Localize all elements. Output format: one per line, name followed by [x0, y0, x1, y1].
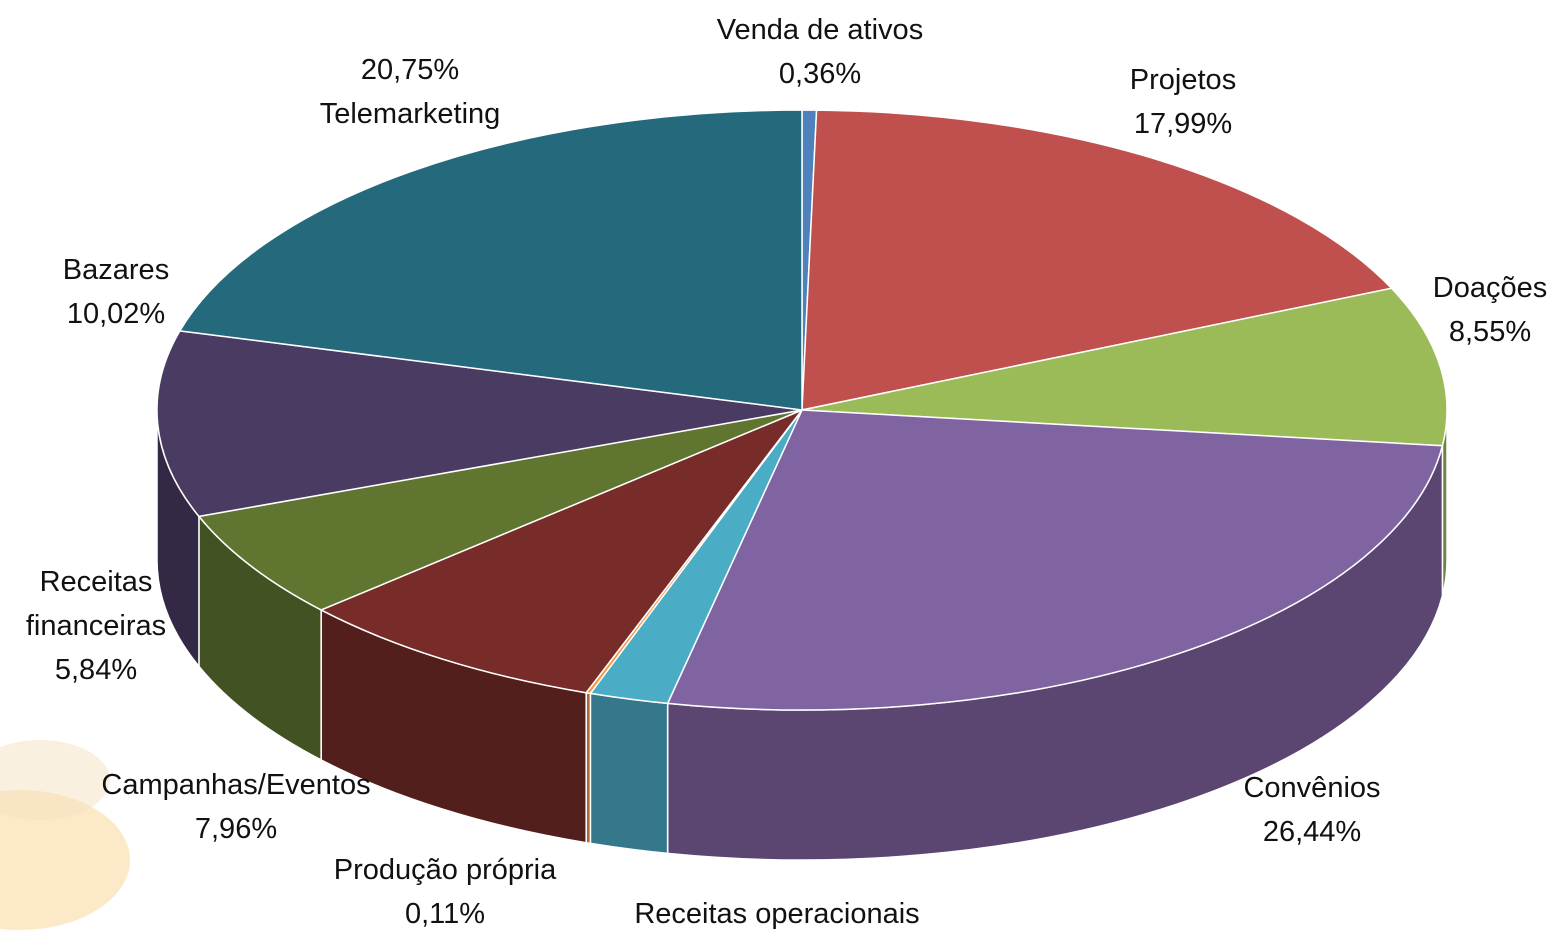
category-label: Bazares	[62, 254, 170, 286]
slice-label: Convênios 26,44%	[1243, 766, 1380, 854]
value-label: 7,96%	[194, 813, 278, 845]
slice	[801, 109, 1393, 411]
category-label: Telemarketing	[319, 98, 501, 130]
slice	[801, 287, 1448, 447]
slice	[197, 409, 803, 611]
slice	[666, 409, 1444, 711]
value-label: 8,55%	[1448, 316, 1532, 348]
category-label: Campanhas/Eventos	[101, 769, 371, 801]
slice-label: Bazares 10,02%	[63, 248, 169, 336]
slice-label: Receitas operacionais	[634, 892, 919, 936]
value-label: 5,84%	[54, 654, 138, 686]
value-label: 17,99%	[1133, 108, 1233, 140]
slice	[156, 330, 803, 518]
category-label: Venda de ativos	[716, 14, 924, 46]
slice-label: Produção própria 0,11%	[334, 848, 556, 936]
slice-label: Receitas financeiras 5,84%	[6, 560, 186, 692]
value-label: 20,75%	[360, 54, 460, 86]
category-label: Convênios	[1243, 772, 1381, 804]
slice-label: Doações 8,55%	[1433, 266, 1547, 354]
background-coin	[0, 740, 110, 820]
slice	[319, 408, 805, 694]
category-label: Receitas financeiras	[25, 566, 167, 642]
slice-label: Campanhas/Eventos 7,96%	[101, 763, 370, 851]
category-label: Receitas operacionais	[634, 898, 920, 930]
category-label: Doações	[1432, 272, 1548, 304]
slice-label: 20,75% Telemarketing	[320, 48, 501, 136]
category-label: Produção própria	[333, 854, 557, 886]
value-label: 10,02%	[66, 298, 166, 330]
slice-side	[589, 692, 669, 855]
value-label: 0,11%	[404, 898, 486, 930]
value-label: 26,44%	[1262, 816, 1362, 848]
category-label: Projetos	[1129, 64, 1237, 96]
background-coin	[0, 790, 130, 930]
slice	[178, 109, 803, 411]
value-label: 0,36%	[778, 58, 862, 90]
slice-label: Projetos 17,99%	[1130, 58, 1236, 146]
slice-label: Venda de ativos 0,36%	[717, 8, 923, 96]
